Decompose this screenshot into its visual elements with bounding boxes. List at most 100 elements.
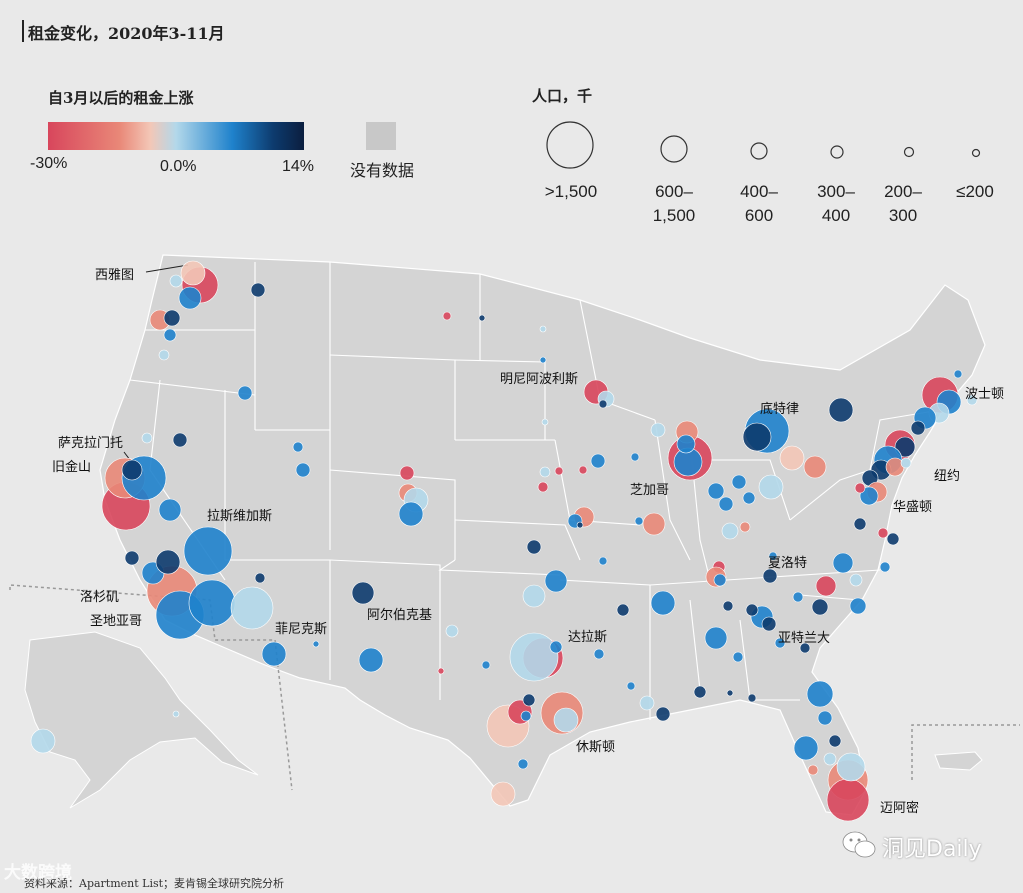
pop-label-5: ≤200 — [956, 182, 994, 201]
city-bubble — [490, 781, 516, 807]
city-bubble — [442, 311, 452, 321]
city-bubble — [745, 603, 759, 617]
no-data-label: 没有数据 — [350, 161, 415, 180]
city-bubble — [650, 422, 666, 438]
city-label-seattle: 西雅图 — [95, 268, 135, 283]
city-bubble — [853, 517, 867, 531]
city-bubble — [188, 579, 236, 627]
city-label-san-francisco: 旧金山 — [52, 460, 92, 475]
pop-label-3: 300– 400 — [817, 182, 855, 225]
city-bubble — [823, 752, 837, 766]
city-bubble — [726, 689, 734, 697]
city-bubble — [520, 710, 532, 722]
seattle-leader-line — [145, 264, 189, 273]
city-bubble — [254, 572, 266, 584]
wechat-icon — [842, 831, 876, 858]
city-bubble — [509, 632, 559, 682]
city-bubble — [747, 693, 757, 703]
city-bubble — [295, 462, 311, 478]
city-bubble — [526, 539, 542, 555]
city-label-atlanta: 亚特兰大 — [778, 631, 831, 646]
city-bubble — [554, 466, 564, 476]
legend-min-label: -30% — [30, 155, 68, 172]
city-bubble — [549, 640, 563, 654]
city-bubble — [859, 486, 879, 506]
city-label-phoenix: 菲尼克斯 — [275, 622, 328, 637]
city-bubble — [792, 591, 804, 603]
pop-circle-xs — [903, 146, 915, 158]
city-bubble — [779, 445, 805, 471]
city-bubble — [811, 598, 829, 616]
city-bubble — [900, 457, 912, 469]
city-label-detroit: 底特律 — [760, 402, 800, 417]
city-bubble — [886, 532, 900, 546]
city-bubble — [358, 647, 384, 673]
city-bubble — [522, 693, 536, 707]
city-bubble — [593, 648, 605, 660]
city-bubble — [626, 681, 636, 691]
city-label-houston: 休斯顿 — [576, 740, 616, 755]
population-legend-title: 人口，千 — [532, 87, 593, 105]
city-bubble — [817, 710, 833, 726]
city-label-new-york: 纽约 — [934, 469, 961, 484]
city-bubble — [761, 616, 777, 632]
no-data-swatch — [366, 122, 396, 150]
city-bubble — [141, 432, 153, 444]
us-land — [99, 254, 986, 816]
city-bubble — [910, 420, 926, 436]
us-map — [9, 254, 1020, 822]
city-bubble — [522, 584, 546, 608]
city-bubble — [953, 369, 963, 379]
city-bubble — [172, 710, 180, 718]
city-bubble — [539, 356, 547, 364]
city-bubble — [398, 501, 424, 527]
city-bubble — [676, 434, 696, 454]
city-label-dallas: 达拉斯 — [568, 630, 608, 645]
city-bubble — [230, 586, 274, 630]
city-label-miami: 迈阿密 — [880, 801, 920, 816]
city-bubble — [879, 561, 891, 573]
pop-label-1: 600– 1,500 — [652, 182, 696, 225]
city-bubble — [832, 552, 854, 574]
city-label-sacramento: 萨克拉门托 — [58, 436, 124, 451]
city-bubble — [722, 600, 734, 612]
city-bubble — [158, 349, 170, 361]
city-bubble — [742, 422, 772, 452]
city-bubble — [731, 474, 747, 490]
alaska-land — [24, 631, 259, 809]
city-bubble — [707, 482, 725, 500]
city-label-charlotte: 夏洛特 — [768, 556, 808, 571]
legend-mid-label: 0.0% — [160, 158, 197, 175]
city-bubble — [807, 764, 819, 776]
city-bubble — [836, 752, 866, 782]
city-bubble — [742, 491, 756, 505]
puerto-rico-inset — [911, 724, 1020, 780]
city-bubble — [799, 642, 811, 654]
pop-label-4: 200– 300 — [884, 182, 922, 225]
city-bubble — [634, 516, 644, 526]
city-bubble — [803, 455, 827, 479]
city-bubble — [155, 549, 181, 575]
city-bubble — [292, 441, 304, 453]
city-bubble — [178, 286, 202, 310]
city-bubble — [630, 452, 640, 462]
city-label-los-angeles: 洛杉矶 — [80, 590, 120, 605]
population-size-circles — [546, 121, 981, 169]
city-bubble — [517, 758, 529, 770]
city-label-minneapolis: 明尼阿波利斯 — [500, 372, 579, 387]
city-bubble — [590, 453, 606, 469]
city-bubble — [616, 603, 630, 617]
pop-label-0: >1,500 — [544, 182, 598, 201]
city-label-san-diego: 圣地亚哥 — [90, 614, 143, 629]
pop-circle-l — [660, 135, 688, 163]
city-bubble — [793, 735, 819, 761]
pop-circle-m — [750, 142, 768, 160]
city-bubble — [739, 521, 751, 533]
city-bubble — [854, 482, 866, 494]
city-bubble — [732, 651, 744, 663]
puerto-rico-land — [934, 751, 983, 771]
city-bubble — [721, 522, 739, 540]
page-title: 租金变化，2020年3-11月 — [28, 24, 225, 43]
city-bubble — [849, 573, 863, 587]
city-bubble — [774, 637, 786, 649]
